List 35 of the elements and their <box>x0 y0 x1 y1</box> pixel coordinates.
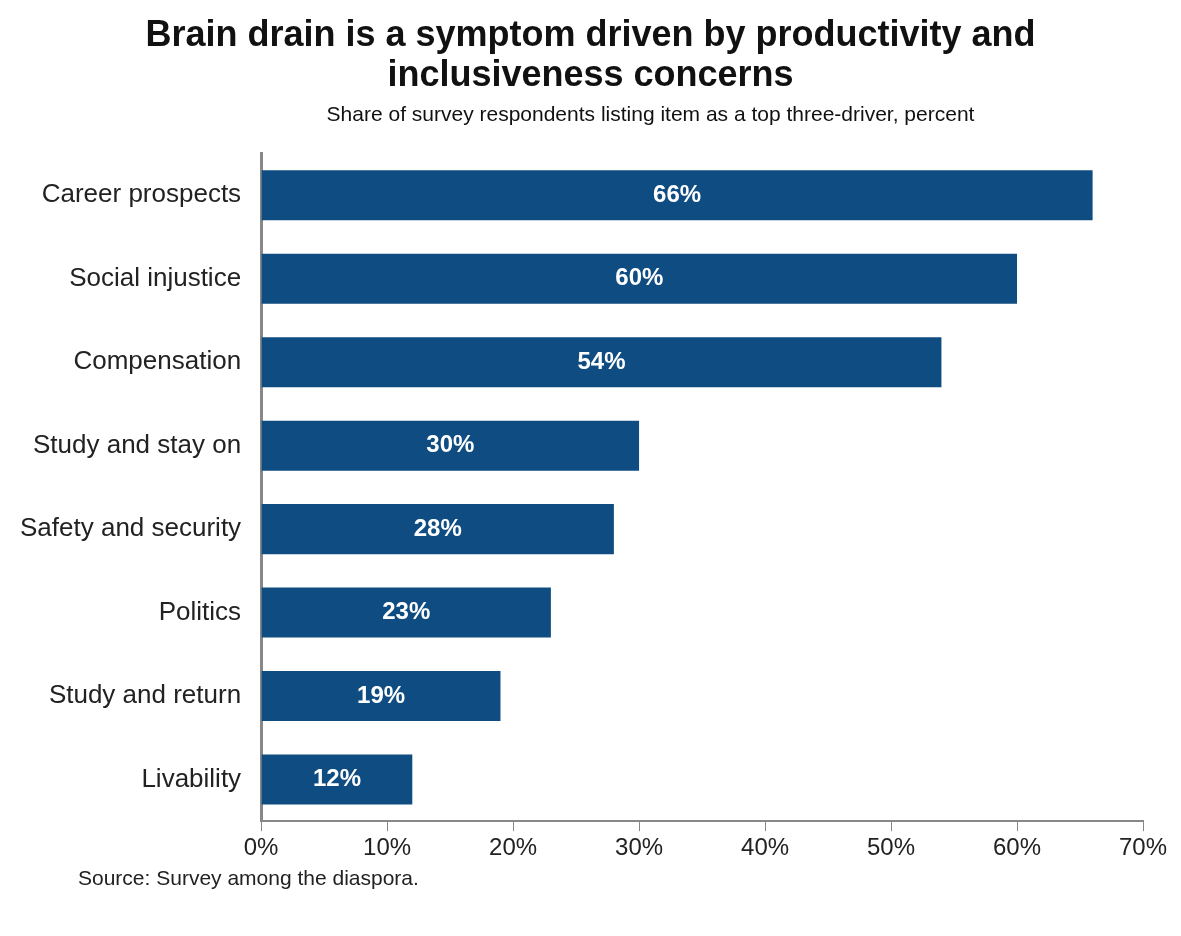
chart-title: Brain drain is a symptom driven by productivity and inclusiveness concerns <box>144 12 1037 94</box>
data-label: 30% <box>426 430 475 458</box>
x-tick-label: 20% <box>489 833 538 861</box>
chart-subtitle: Share of survey respondents listing item as a top three-driver, percent <box>325 102 976 126</box>
x-tick-label: 50% <box>867 833 916 861</box>
data-label: 66% <box>653 179 702 207</box>
data-label: 60% <box>615 263 664 291</box>
data-label: 23% <box>382 597 431 625</box>
data-label: 19% <box>357 680 406 708</box>
bar <box>261 420 640 471</box>
bar <box>261 587 551 638</box>
bar <box>261 253 1018 304</box>
data-label: 54% <box>577 346 626 374</box>
bar <box>261 337 942 388</box>
bar <box>261 504 614 555</box>
data-label: 28% <box>413 513 462 541</box>
data-label: 12% <box>312 764 361 792</box>
bar <box>261 670 501 722</box>
y-tick-label: Safety and security <box>19 512 242 543</box>
y-tick-label: Career prospects <box>41 178 242 209</box>
y-tick-label: Politics <box>158 595 242 626</box>
x-tick-label: 0% <box>243 833 279 861</box>
bar <box>261 754 413 805</box>
x-tick-label: 10% <box>363 833 412 861</box>
x-tick-label: 40% <box>741 833 790 861</box>
source-note: Source: Survey among the diaspora. <box>77 866 420 890</box>
y-tick-label: Livability <box>141 762 242 793</box>
bar <box>261 170 1093 221</box>
x-tick-label: 60% <box>992 833 1042 861</box>
y-tick-label: Compensation <box>73 345 242 376</box>
x-tick-label: 70% <box>1118 833 1168 861</box>
y-tick-label: Study and stay on <box>32 428 242 459</box>
x-tick-label: 30% <box>615 833 664 861</box>
y-tick-label: Study and return <box>48 679 242 710</box>
y-tick-label: Social injustice <box>69 261 242 292</box>
